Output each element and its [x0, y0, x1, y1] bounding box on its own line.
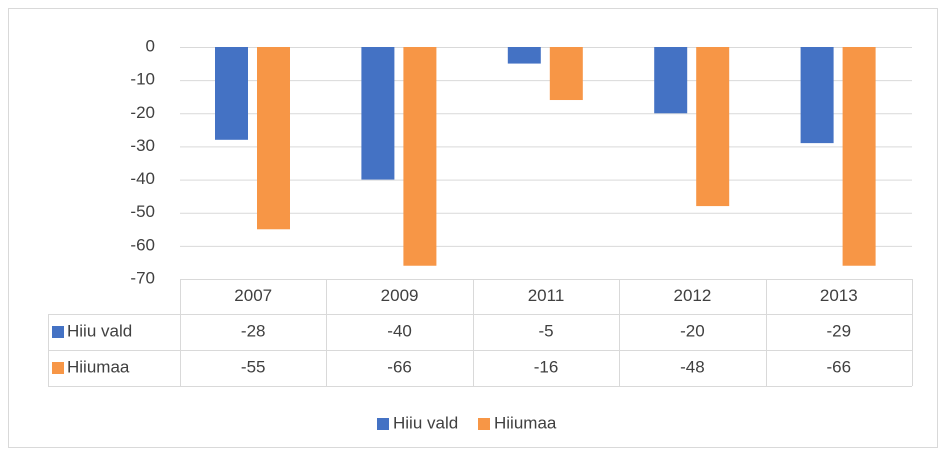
table-row-label: Hiiu vald [67, 321, 132, 340]
y-tick-label: -40 [130, 169, 155, 188]
y-tick-label: 0 [146, 36, 155, 55]
table-cell: -40 [387, 321, 412, 340]
bar [361, 47, 395, 180]
table-cell: -20 [680, 321, 705, 340]
table-cell: -55 [241, 357, 266, 376]
y-tick-label: -70 [130, 268, 155, 287]
bar [654, 47, 688, 114]
table-cell: -66 [387, 357, 412, 376]
x-tick-label: 2007 [234, 286, 272, 305]
bar [403, 47, 437, 266]
x-tick-label: 2011 [528, 286, 565, 305]
x-tick-label: 2012 [673, 286, 711, 305]
y-tick-label: -10 [130, 70, 155, 89]
table-cell: -66 [827, 357, 852, 376]
y-tick-label: -20 [130, 103, 155, 122]
table-row-label: Hiiumaa [67, 357, 130, 376]
table-legend-key [52, 362, 64, 374]
x-tick-label: 2009 [381, 286, 419, 305]
y-tick-label: -50 [130, 202, 155, 221]
bar [842, 47, 876, 266]
bar [507, 47, 541, 64]
legend-key [377, 418, 389, 430]
table-cell: -28 [241, 321, 266, 340]
y-tick-label: -60 [130, 235, 155, 254]
bar [257, 47, 290, 230]
table-cell: -29 [827, 321, 852, 340]
legend-label: Hiiu vald [393, 413, 458, 432]
bar [215, 47, 248, 140]
x-tick-label: 2013 [820, 286, 858, 305]
bar [549, 47, 583, 101]
table-legend-key [52, 326, 64, 338]
legend-label: Hiiumaa [494, 413, 557, 432]
bar [800, 47, 834, 144]
table-cell: -48 [680, 357, 705, 376]
table-cell: -5 [538, 321, 553, 340]
bar [696, 47, 730, 207]
y-tick-label: -30 [130, 136, 155, 155]
table-cell: -16 [534, 357, 559, 376]
legend-key [478, 418, 490, 430]
